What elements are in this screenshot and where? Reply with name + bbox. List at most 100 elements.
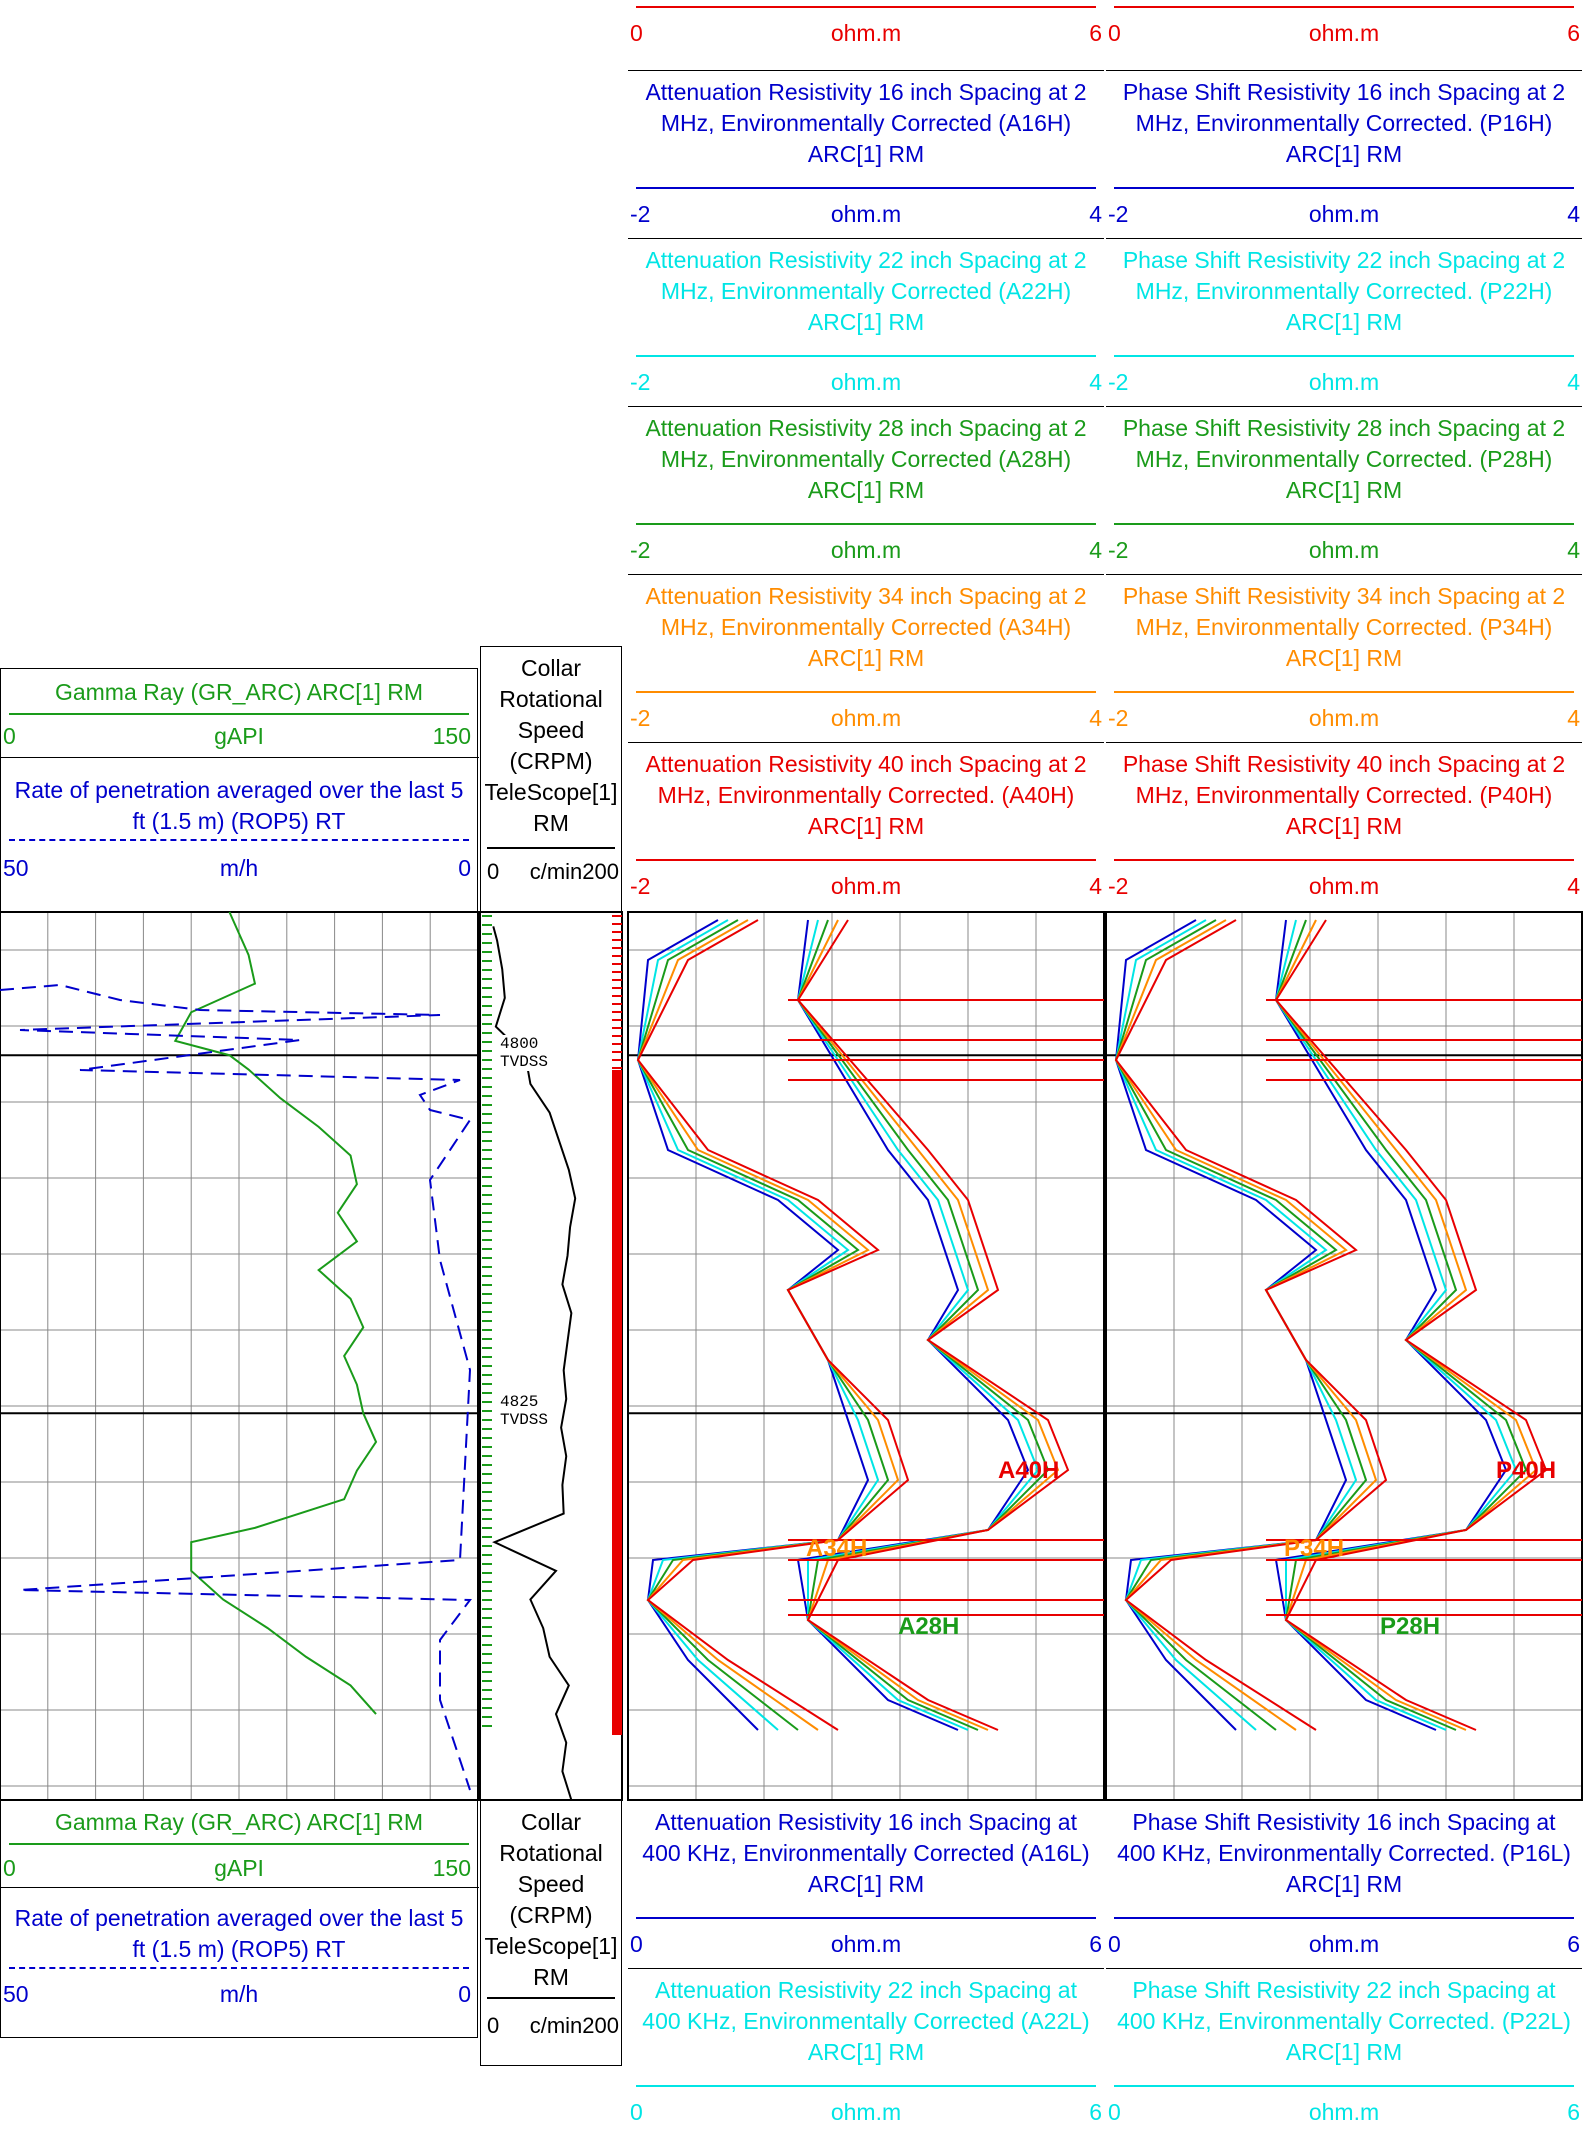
rop-max: 0 xyxy=(458,1981,471,2007)
phase-curve-left xyxy=(1114,919,1368,1731)
rop-unit: m/h xyxy=(219,855,259,881)
atten-top-rule xyxy=(636,6,1096,8)
track1-bottom-header: Gamma Ray (GR_ARC) ARC[1] RM 0 gAPI 150 … xyxy=(0,1800,479,2038)
scale-max: 6 xyxy=(1089,1931,1102,1957)
crpm-rule xyxy=(487,1997,615,1999)
curve-title: Attenuation Resistivity 28 inch Spacing … xyxy=(645,415,1087,503)
crpm-rule xyxy=(487,847,615,849)
atten-curve-right xyxy=(796,919,1070,1731)
scale-min: 0 xyxy=(1108,1931,1121,1957)
curve-rule xyxy=(1114,2085,1574,2087)
phase-curve-label: P28H xyxy=(1380,1613,1440,1640)
scale-min: 0 xyxy=(1108,20,1121,46)
scale-min: -2 xyxy=(630,369,651,395)
batten-header-0: Attenuation Resistivity 16 inch Spacing … xyxy=(628,1800,1104,1968)
atten-header-0: Attenuation Resistivity 16 inch Spacing … xyxy=(628,70,1104,238)
depth-unit: TVDSS xyxy=(500,1411,549,1430)
track2-bottom-header: Collar Rotational Speed (CRPM) TeleScope… xyxy=(480,1800,622,2066)
curve-title: Phase Shift Resistivity 16 inch Spacing … xyxy=(1122,79,1566,167)
gr-title-bottom: Gamma Ray (GR_ARC) ARC[1] RM xyxy=(54,1809,424,1835)
crpm-max: 200 xyxy=(582,2013,619,2038)
crpm-title: Collar Rotational Speed (CRPM) TeleScope… xyxy=(484,655,618,836)
scale-min: -2 xyxy=(630,537,651,563)
scale-min: -2 xyxy=(1108,705,1129,731)
scale-max: 6 xyxy=(1567,1931,1580,1957)
rop-rule xyxy=(9,839,469,841)
scale-min: 0 xyxy=(630,1931,643,1957)
scale-min: -2 xyxy=(630,705,651,731)
crpm-title-bottom: Collar Rotational Speed (CRPM) TeleScope… xyxy=(484,1809,618,1990)
phase-curve-left xyxy=(1114,919,1358,1731)
gr-unit: gAPI xyxy=(214,1855,264,1881)
curve-title: Phase Shift Resistivity 22 inch Spacing … xyxy=(1122,247,1566,335)
bphase-header-1: Phase Shift Resistivity 22 inch Spacing … xyxy=(1106,1968,1582,2136)
atten-curve-label: A40H xyxy=(998,1457,1059,1484)
scale-unit: ohm.m xyxy=(830,201,902,227)
scale-max: 6 xyxy=(1089,2099,1102,2125)
phase-top-scale: 0 ohm.m 6 xyxy=(1106,0,1582,52)
atten-curve-label: A28H xyxy=(898,1613,959,1640)
scale-max: 4 xyxy=(1567,369,1580,395)
curve-title: Attenuation Resistivity 16 inch Spacing … xyxy=(645,79,1087,167)
atten-header-4: Attenuation Resistivity 40 inch Spacing … xyxy=(628,742,1104,910)
curve-title: Phase Shift Resistivity 34 inch Spacing … xyxy=(1122,583,1566,671)
scale-unit: ohm.m xyxy=(830,2099,902,2125)
phase-curve-right xyxy=(1274,919,1528,1731)
gamma-ray-curve xyxy=(173,911,378,1715)
atten-header-1: Attenuation Resistivity 22 inch Spacing … xyxy=(628,238,1104,406)
curve-rule xyxy=(636,1917,1096,1919)
scale-unit: ohm.m xyxy=(1308,537,1380,563)
curve-title: Phase Shift Resistivity 22 inch Spacing … xyxy=(1117,1977,1571,2065)
scale-max: 6 xyxy=(1567,2099,1580,2125)
scale-unit: ohm.m xyxy=(830,1931,902,1957)
scale-unit: ohm.m xyxy=(1308,1931,1380,1957)
scale-unit: ohm.m xyxy=(830,369,902,395)
red-flag-bar xyxy=(612,1070,622,1735)
curve-title: Phase Shift Resistivity 28 inch Spacing … xyxy=(1122,415,1566,503)
depth-label: 4825 TVDSS xyxy=(498,1393,551,1430)
rop-title: Rate of penetration averaged over the la… xyxy=(14,777,464,834)
atten-curve-label: A34H xyxy=(806,1535,867,1562)
gr-unit: gAPI xyxy=(214,723,264,749)
track1-header: Gamma Ray (GR_ARC) ARC[1] RM 0 gAPI 150 … xyxy=(0,668,479,912)
scale-max: 4 xyxy=(1089,369,1102,395)
scale-min: -2 xyxy=(1108,201,1129,227)
phase-curve-left xyxy=(1114,919,1378,1731)
crpm-unit: c/min xyxy=(529,2013,583,2038)
gr-min: 0 xyxy=(3,1855,16,1881)
rop-rule xyxy=(9,1967,469,1969)
scale-min: -2 xyxy=(1108,873,1129,899)
scale-max: 4 xyxy=(1089,705,1102,731)
gr-title: Gamma Ray (GR_ARC) ARC[1] RM xyxy=(54,679,424,705)
gr-max: 150 xyxy=(432,723,471,749)
crpm-unit: c/min xyxy=(529,859,583,884)
scale-unit: ohm.m xyxy=(830,537,902,563)
curve-rule xyxy=(1114,691,1574,693)
scale-min: -2 xyxy=(1108,369,1129,395)
scale-max: 6 xyxy=(1567,20,1580,46)
curve-title: Attenuation Resistivity 22 inch Spacing … xyxy=(642,1977,1090,2065)
curve-title: Attenuation Resistivity 16 inch Spacing … xyxy=(642,1809,1090,1897)
depth-label: 4800 TVDSS xyxy=(498,1035,551,1072)
atten-curve-left xyxy=(636,919,910,1731)
scale-unit: ohm.m xyxy=(1308,369,1380,395)
scale-unit: ohm.m xyxy=(1308,2099,1380,2125)
atten-curve-right xyxy=(796,919,1060,1731)
atten-curve-right xyxy=(796,919,1050,1731)
scale-unit: ohm.m xyxy=(830,20,902,46)
scale-max: 4 xyxy=(1089,873,1102,899)
curve-title: Attenuation Resistivity 22 inch Spacing … xyxy=(645,247,1087,335)
phase-header-3: Phase Shift Resistivity 34 inch Spacing … xyxy=(1106,574,1582,742)
curve-title: Phase Shift Resistivity 40 inch Spacing … xyxy=(1122,751,1566,839)
atten-curve-left xyxy=(636,919,890,1731)
phase-header-2: Phase Shift Resistivity 28 inch Spacing … xyxy=(1106,406,1582,574)
scale-max: 4 xyxy=(1089,537,1102,563)
rop-curve xyxy=(0,983,472,1791)
scale-min: -2 xyxy=(1108,537,1129,563)
depth-value: 4800 xyxy=(500,1035,539,1054)
atten-curve-left xyxy=(636,919,900,1731)
batten-header-1: Attenuation Resistivity 22 inch Spacing … xyxy=(628,1968,1104,2136)
scale-min: -2 xyxy=(630,873,651,899)
curve-title: Attenuation Resistivity 40 inch Spacing … xyxy=(645,751,1087,839)
scale-max: 4 xyxy=(1089,201,1102,227)
